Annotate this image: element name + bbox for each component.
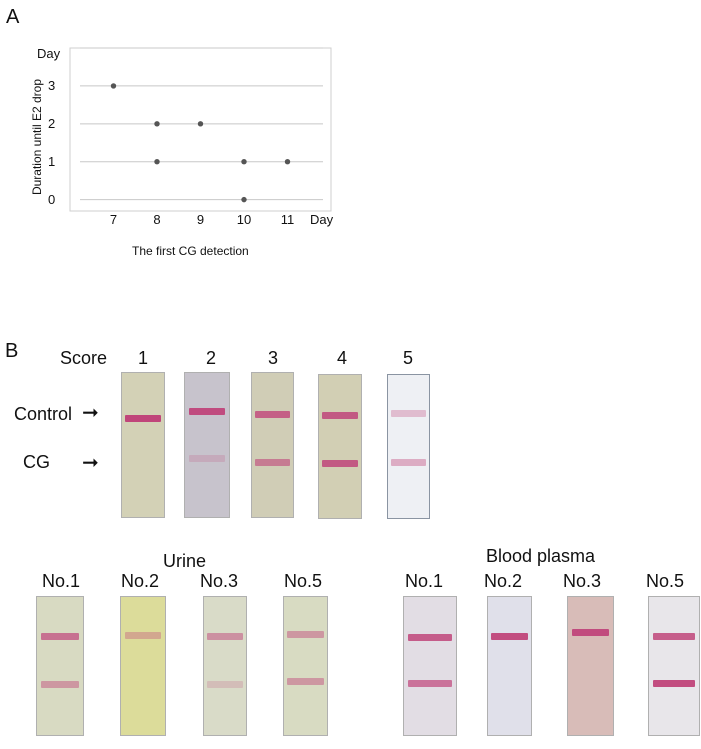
cg-arrow-icon: ➞ xyxy=(82,452,99,474)
control-band xyxy=(287,631,324,638)
cg-band xyxy=(40,681,80,688)
plasma-sample-3-label: No.3 xyxy=(563,571,602,591)
x-tick-label: 7 xyxy=(109,212,118,227)
cg-label: CG xyxy=(23,452,50,472)
cg-band xyxy=(287,678,324,685)
urine-title: Urine xyxy=(163,551,207,571)
control-band xyxy=(188,408,226,415)
y-tick-label: 2 xyxy=(48,115,56,131)
plasma-sample-2-label: No.2 xyxy=(484,571,523,591)
score-5-label: 5 xyxy=(403,348,414,368)
plasma-sample-5-label: No.5 xyxy=(646,571,685,591)
urine-sample-5-label: No.5 xyxy=(284,571,323,591)
score-1-label: 1 xyxy=(138,348,149,368)
y-tick-label: 0 xyxy=(48,191,56,207)
data-point xyxy=(284,159,291,165)
score-label: Score xyxy=(60,348,108,368)
y-axis-unit-label: Day xyxy=(37,46,61,61)
cg-band xyxy=(391,459,426,466)
urine-strip-3 xyxy=(203,596,247,736)
score-strip-2 xyxy=(184,372,230,518)
control-band xyxy=(653,633,695,640)
data-point xyxy=(154,121,160,127)
x-tick-label: 8 xyxy=(153,212,161,227)
control-band xyxy=(571,629,610,636)
y-tick-label: 3 xyxy=(48,77,56,93)
control-arrow-icon: ➞ xyxy=(82,402,99,424)
x-axis-label: The first CG detection xyxy=(132,244,249,258)
control-band xyxy=(322,412,358,419)
urine-sample-2-label: No.2 xyxy=(121,571,160,591)
control-band xyxy=(408,634,452,641)
cg-band xyxy=(653,680,695,687)
control-band xyxy=(391,410,426,417)
data-point xyxy=(241,159,247,165)
control-label: Control xyxy=(14,404,73,424)
panel-b-letter: B xyxy=(5,340,19,362)
control-band xyxy=(255,411,290,418)
urine-strip-2 xyxy=(120,596,166,736)
score-strip-4 xyxy=(318,374,362,519)
control-band xyxy=(125,415,161,422)
plasma-sample-1-label: No.1 xyxy=(405,571,444,591)
plot-frame xyxy=(69,47,332,212)
control-band xyxy=(491,633,528,640)
plasma-strip-3 xyxy=(567,596,614,736)
plasma-strip-5 xyxy=(648,596,700,736)
data-point xyxy=(241,196,247,203)
plasma-strip-1 xyxy=(403,596,457,736)
control-band xyxy=(124,632,162,639)
score-4-label: 4 xyxy=(337,348,348,368)
score-strip-1 xyxy=(121,372,165,518)
urine-strip-5 xyxy=(283,596,328,736)
score-2-label: 2 xyxy=(206,348,217,368)
urine-sample-1-label: No.1 xyxy=(42,571,81,591)
x-tick-label: 9 xyxy=(196,212,205,227)
scatter-chart xyxy=(69,47,332,212)
y-tick-label: 1 xyxy=(48,153,56,169)
cg-band xyxy=(207,681,243,688)
control-band xyxy=(207,633,243,640)
data-point xyxy=(197,121,204,127)
panel-a-letter: A xyxy=(6,6,20,28)
control-band xyxy=(40,633,80,640)
plasma-strip-2 xyxy=(487,596,532,736)
urine-strip-1 xyxy=(36,596,84,736)
score-3-label: 3 xyxy=(268,348,279,368)
urine-sample-3-label: No.3 xyxy=(200,571,239,591)
score-strip-5 xyxy=(387,374,430,519)
x-axis-unit-label: Day xyxy=(310,212,334,227)
cg-band xyxy=(255,459,290,466)
cg-band xyxy=(322,460,358,467)
x-tick-label: 10 xyxy=(236,212,252,227)
data-point xyxy=(154,159,160,165)
cg-band xyxy=(188,455,226,462)
data-point xyxy=(110,83,117,89)
cg-band xyxy=(408,680,452,687)
plasma-title: Blood plasma xyxy=(486,546,596,566)
x-tick-label: 11 xyxy=(280,212,295,227)
score-strip-3 xyxy=(251,372,294,518)
